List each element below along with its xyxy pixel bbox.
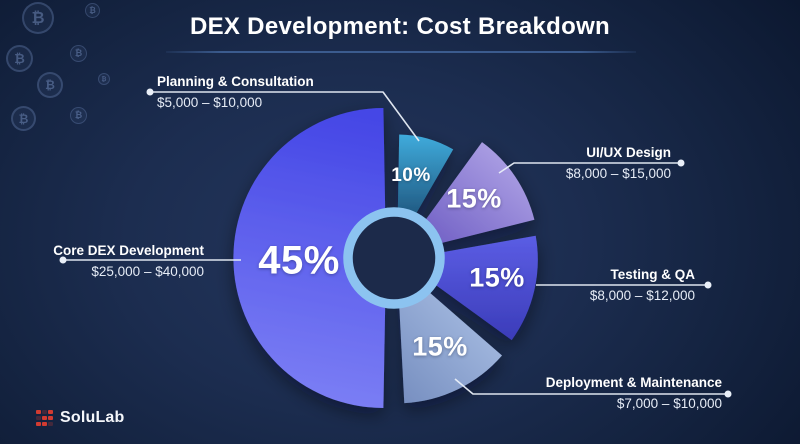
bitcoin-icon: ₿ [85,3,100,18]
brand-lockup: SoluLab [36,409,125,427]
page-title: DEX Development: Cost Breakdown [189,13,611,40]
segment-percent-label: 15% [469,262,525,293]
callout-label: UI/UX Design [586,145,671,160]
bitcoin-icon: ₿ [70,107,87,124]
callout-label: Planning & Consultation [157,74,314,89]
segment-percent-label: 10% [391,165,431,186]
bitcoin-icon: ₿ [70,45,87,62]
bitcoin-icon: ₿ [6,45,33,72]
bitcoin-icon: ₿ [22,2,54,34]
segment-percent-label: 15% [412,331,468,362]
bitcoin-icon: ₿ [37,72,63,98]
callout-deployment-maintenance: Deployment & Maintenance $7,000 – $10,00… [545,375,722,412]
segment-percent-label: 15% [446,183,502,214]
title-underline [166,51,636,53]
bitcoin-icon: ₿ [98,73,110,85]
callout-value: $8,000 – $15,000 [565,166,671,182]
callout-value: $7,000 – $10,000 [616,396,722,412]
callout-core-dex-development: Core DEX Development $25,000 – $40,000 [53,243,204,280]
callout-planning-consultation: Planning & Consultation $5,000 – $10,000 [157,74,314,111]
brand-name: SoluLab [60,409,125,426]
segment-percent-label: 45% [258,238,340,283]
solulab-logo-icon [36,409,53,427]
callout-testing-qa: Testing & QA $8,000 – $12,000 [589,267,695,304]
callout-label: Core DEX Development [53,243,204,258]
callout-value: $25,000 – $40,000 [91,264,204,280]
callout-value: $5,000 – $10,000 [157,95,263,111]
callout-label: Deployment & Maintenance [545,375,722,390]
callout-label: Testing & QA [610,267,695,282]
callout-value: $8,000 – $12,000 [589,288,695,304]
bitcoin-icon: ₿ [11,106,36,131]
callout-uiux-design: UI/UX Design $8,000 – $15,000 [565,145,671,182]
